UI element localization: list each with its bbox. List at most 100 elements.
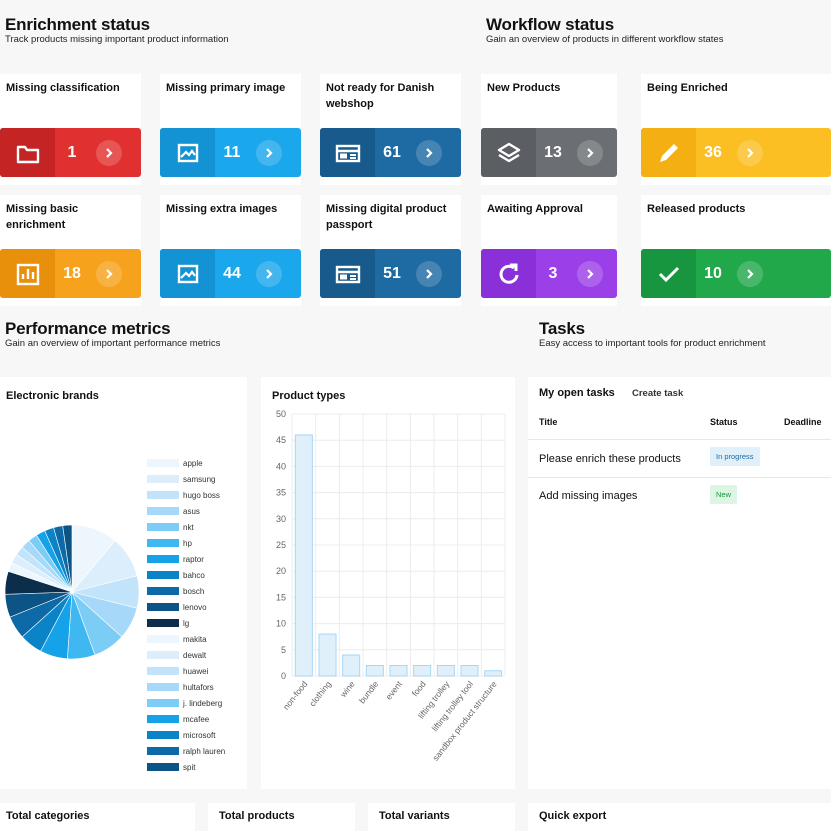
legend-swatch	[147, 651, 179, 659]
chevron-right-icon[interactable]	[577, 140, 603, 166]
card-count: 10	[704, 264, 722, 282]
bar-clothing[interactable]	[318, 633, 337, 677]
legend-item[interactable]: hugo boss	[147, 490, 220, 500]
bar-sandbox-product-structure[interactable]	[484, 670, 503, 677]
bar-lifting-trolley[interactable]	[436, 665, 455, 677]
pie-slice-spit[interactable]	[62, 524, 73, 593]
chevron-right-icon[interactable]	[737, 261, 763, 287]
chevron-right-icon[interactable]	[416, 140, 442, 166]
legend-item[interactable]: hp	[147, 538, 192, 548]
table-row[interactable]: Please enrich these products In progress	[528, 440, 831, 477]
tasks-subtitle: Easy access to important tools for produ…	[539, 338, 766, 349]
legend-item[interactable]: lg	[147, 618, 189, 628]
enrichment-card-0[interactable]: Missing classification 1	[0, 74, 141, 185]
bar-food[interactable]	[413, 665, 432, 677]
chevron-right-icon[interactable]	[256, 261, 282, 287]
chevron-right-icon[interactable]	[96, 140, 122, 166]
legend-item[interactable]: samsung	[147, 474, 215, 484]
enrichment-card-4[interactable]: Missing extra images 44	[160, 195, 301, 306]
column-status: Status	[710, 417, 738, 427]
card-label: Being Enriched	[647, 82, 728, 94]
x-tick-label: wine	[337, 679, 356, 700]
legend-item[interactable]: lenovo	[147, 602, 207, 612]
create-task-button[interactable]: Create task	[632, 388, 684, 399]
legend-item[interactable]: ralph lauren	[147, 746, 225, 756]
legend-label: raptor	[183, 554, 204, 564]
enrichment-card-2[interactable]: Not ready for Danish webshop 61	[320, 74, 461, 185]
card-count: 36	[704, 143, 722, 161]
tasks-panel: My open tasks Create task Title Status D…	[528, 377, 831, 789]
legend-item[interactable]: bosch	[147, 586, 204, 596]
chevron-right-icon[interactable]	[416, 261, 442, 287]
y-tick-label: 40	[276, 461, 286, 471]
card-tile[interactable]: 11	[160, 128, 301, 177]
legend-item[interactable]: microsoft	[147, 730, 215, 740]
bar-bundle[interactable]	[365, 665, 384, 677]
x-tick-label: non-food	[281, 679, 310, 712]
x-tick-label: food	[410, 679, 428, 698]
bar-event[interactable]	[389, 665, 408, 677]
legend-item[interactable]: spit	[147, 762, 195, 772]
enrichment-status-title: Enrichment status	[5, 15, 150, 34]
row-divider	[528, 477, 831, 478]
y-tick-label: 30	[276, 514, 286, 524]
legend-item[interactable]: apple	[147, 458, 203, 468]
tab-my-open-tasks[interactable]: My open tasks	[539, 387, 615, 399]
chevron-right-icon[interactable]	[737, 140, 763, 166]
card-tile[interactable]: 51	[320, 249, 461, 298]
chevron-right-icon[interactable]	[96, 261, 122, 287]
x-tick-label: clothing	[307, 679, 333, 708]
legend-item[interactable]: hultafors	[147, 682, 214, 692]
workflow-status-title: Workflow status	[486, 15, 614, 34]
table-row[interactable]: Add missing images New	[528, 478, 831, 515]
card-count: 3	[548, 264, 558, 282]
card-tile[interactable]: 18	[0, 249, 141, 298]
card-tile[interactable]: 13	[481, 128, 617, 177]
legend-item[interactable]: bahco	[147, 570, 205, 580]
bar-chart-icon	[0, 249, 55, 298]
bar-wine[interactable]	[342, 654, 361, 677]
legend-item[interactable]: dewalt	[147, 650, 206, 660]
legend-swatch	[147, 459, 179, 467]
workflow-card-0[interactable]: New Products 13	[481, 74, 617, 185]
bar-lifting-trolley-tool[interactable]	[460, 665, 479, 677]
y-tick-label: 5	[281, 645, 286, 655]
legend-item[interactable]: j. lindeberg	[147, 698, 222, 708]
legend-item[interactable]: asus	[147, 506, 200, 516]
legend-swatch	[147, 667, 179, 675]
enrichment-card-3[interactable]: Missing basic enrichment 18	[0, 195, 141, 306]
workflow-card-2[interactable]: Awaiting Approval 3	[481, 195, 617, 306]
status-badge: New	[710, 485, 738, 504]
legend-item[interactable]: nkt	[147, 522, 194, 532]
folder-icon	[0, 128, 55, 177]
chevron-right-icon[interactable]	[577, 261, 603, 287]
chevron-right-icon[interactable]	[256, 140, 282, 166]
card-tile[interactable]: 10	[641, 249, 831, 298]
legend-item[interactable]: huawei	[147, 666, 208, 676]
legend-label: hp	[183, 538, 192, 548]
card-tile[interactable]: 36	[641, 128, 831, 177]
workflow-card-1[interactable]: Being Enriched 36	[641, 74, 831, 185]
workflow-card-3[interactable]: Released products 10	[641, 195, 831, 306]
legend-item[interactable]: makita	[147, 634, 207, 644]
legend-swatch	[147, 699, 179, 707]
legend-item[interactable]: raptor	[147, 554, 204, 564]
enrichment-card-5[interactable]: Missing digital product passport 51	[320, 195, 461, 306]
legend-label: microsoft	[183, 730, 216, 740]
enrichment-card-1[interactable]: Missing primary image 11	[160, 74, 301, 185]
bar-non-food[interactable]	[294, 434, 313, 677]
electronic-brands-title: Electronic brands	[6, 390, 99, 402]
card-label: Missing extra images	[166, 203, 278, 215]
legend-swatch	[147, 507, 179, 515]
card-tile[interactable]: 61	[320, 128, 461, 177]
legend-label: hugo boss	[183, 490, 220, 500]
card-tile[interactable]: 3	[481, 249, 617, 298]
legend-item[interactable]: mcafee	[147, 714, 209, 724]
x-tick-label: bundle	[357, 679, 381, 705]
total-products-card: Total products	[208, 803, 355, 831]
legend-label: huawei	[183, 666, 209, 676]
card-tile[interactable]: 44	[160, 249, 301, 298]
tasks-title: Tasks	[539, 319, 585, 338]
legend-label: dewalt	[183, 650, 207, 660]
card-tile[interactable]: 1	[0, 128, 141, 177]
